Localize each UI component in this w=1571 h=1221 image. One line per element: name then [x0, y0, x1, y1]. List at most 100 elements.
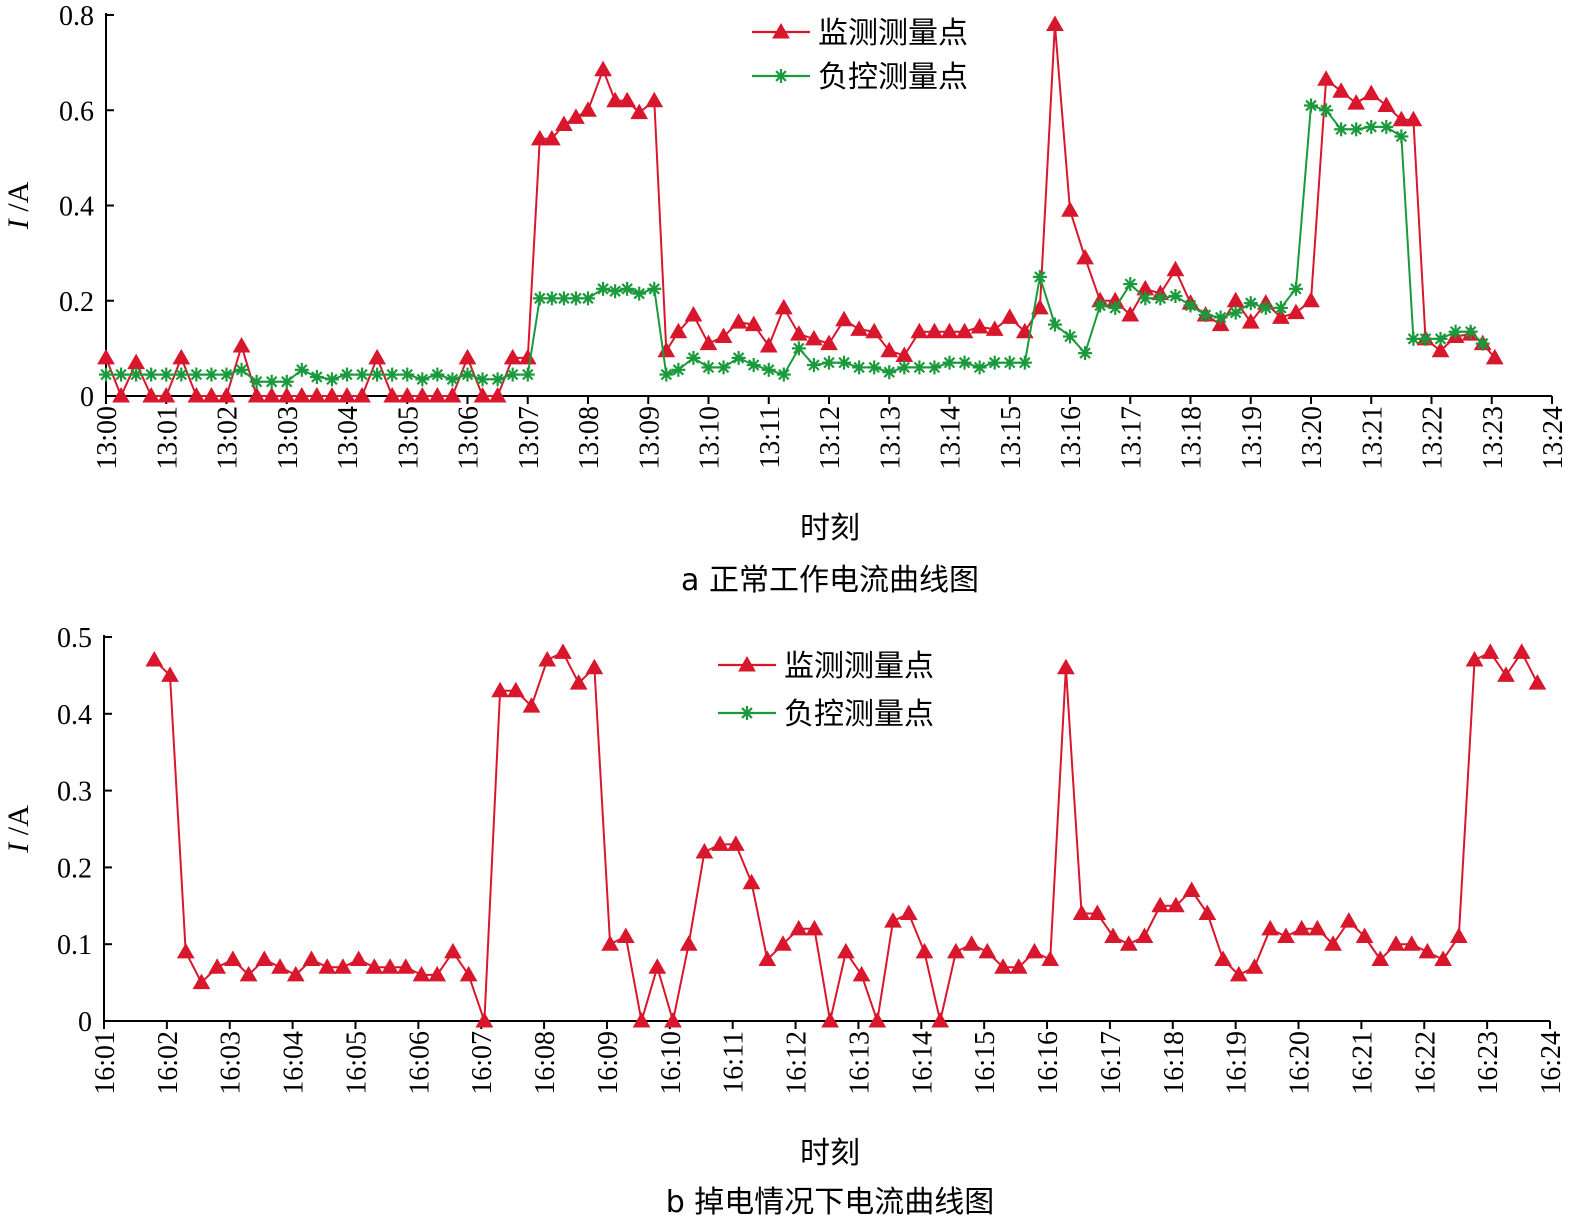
data-point-monitor-b [1229, 965, 1248, 982]
data-point-monitor-b [365, 958, 384, 974]
data-point-load-a [249, 374, 264, 389]
data-point-monitor-a [618, 91, 637, 108]
data-point-monitor-b [334, 958, 352, 974]
data-point-monitor-a [542, 129, 561, 146]
x-tick-label-a: 13:06 [454, 406, 485, 470]
data-point-monitor-b [726, 835, 745, 851]
series-group-a [97, 15, 1504, 403]
data-point-load-a [370, 367, 385, 382]
data-point-monitor-a [684, 306, 703, 322]
x-tick-label-a: 13:20 [1297, 406, 1328, 470]
data-point-monitor-a [277, 386, 296, 403]
data-point-load-a [1108, 300, 1123, 315]
data-point-monitor-b [1528, 674, 1547, 690]
data-point-monitor-b [585, 658, 604, 675]
x-tick-label-b: 16:02 [153, 1031, 184, 1095]
data-point-monitor-b [1261, 919, 1280, 936]
data-point-load-a [355, 367, 370, 382]
data-point-load-a [309, 369, 324, 384]
data-point-monitor-b [239, 965, 258, 982]
x-tick-label-a: 13:24 [1538, 406, 1569, 470]
data-point-load-a [174, 367, 189, 382]
data-point-load-a [596, 281, 611, 296]
caption-a: a 正常工作电流曲线图 [681, 563, 979, 598]
data-point-monitor-a [1061, 201, 1079, 217]
x-tick-label-b: 16:11 [719, 1031, 750, 1094]
data-point-load-a [987, 355, 1002, 370]
data-point-monitor-b [1025, 942, 1044, 959]
data-point-monitor-a [805, 329, 823, 346]
data-point-monitor-b [679, 935, 698, 951]
data-point-monitor-a [1485, 348, 1504, 365]
data-point-monitor-b [1277, 927, 1295, 944]
data-point-monitor-a [157, 386, 176, 403]
data-point-monitor-a [398, 386, 417, 403]
x-tick-label-a: 13:10 [695, 406, 726, 470]
data-point-monitor-b [569, 674, 588, 690]
y-tick-label-a: 0.8 [59, 1, 94, 32]
data-point-load-a [1168, 288, 1183, 303]
axes-b: 0 0.1 0.2 0.3 0.4 0.5 16:01 16:02 16:03 16:04 16:0… [2, 623, 1567, 1095]
y-tick-label-a: 0.4 [59, 192, 94, 223]
data-point-monitor-a [308, 386, 326, 403]
data-point-monitor-b [774, 935, 792, 951]
data-point-monitor-b [302, 950, 321, 967]
data-point-monitor-b [821, 1011, 840, 1028]
data-point-monitor-b [318, 958, 337, 974]
data-point-monitor-b [1481, 643, 1500, 659]
data-point-monitor-a [657, 341, 676, 358]
data-point-monitor-a [1332, 82, 1350, 98]
data-point-load-a [822, 355, 836, 370]
data-point-monitor-a [579, 101, 597, 117]
x-tick-label-b: 16:20 [1285, 1031, 1316, 1095]
data-point-monitor-b [1434, 950, 1452, 967]
x-tick-label-b: 16:10 [656, 1031, 687, 1095]
data-point-monitor-a [714, 327, 733, 343]
data-point-monitor-b [789, 919, 808, 936]
data-point-monitor-a [518, 348, 537, 365]
x-tick-label-a: 13:17 [1116, 406, 1147, 470]
legend-label-b: 负控测量点 [784, 697, 934, 732]
data-point-monitor-a [835, 310, 853, 327]
data-point-monitor-b [1512, 643, 1531, 659]
data-point-monitor-b [192, 973, 211, 990]
data-point-monitor-b [1135, 927, 1154, 944]
data-point-monitor-b [1198, 904, 1217, 920]
data-point-monitor-b [538, 651, 557, 667]
x-tick-label-a: 13:00 [92, 406, 123, 470]
data-point-load-a [1017, 355, 1032, 370]
data-point-monitor-b [1355, 927, 1374, 944]
data-point-monitor-a [880, 341, 899, 358]
data-point-load-a [1213, 310, 1228, 325]
data-point-monitor-b [758, 950, 777, 967]
data-point-monitor-b [1245, 958, 1264, 974]
data-point-monitor-a [1031, 298, 1049, 315]
data-point-load-a [234, 362, 249, 377]
data-point-monitor-b [742, 873, 761, 890]
data-point-load-a [490, 372, 505, 387]
data-point-monitor-b [836, 942, 855, 959]
data-point-load-a [659, 367, 674, 382]
data-point-monitor-b [899, 904, 918, 920]
x-tick-label-b: 16:06 [404, 1031, 435, 1095]
data-point-monitor-a [262, 386, 281, 403]
data-point-load-a [279, 374, 294, 389]
data-point-load-a [972, 360, 987, 375]
data-point-monitor-a [1000, 308, 1019, 324]
data-point-load-a [671, 362, 686, 377]
series-group-b [145, 643, 1547, 1028]
data-point-monitor-a [645, 91, 664, 108]
data-point-monitor-a [443, 386, 462, 403]
legend-marker-b [738, 655, 756, 672]
data-point-load-a [219, 367, 234, 382]
data-point-load-a [761, 362, 776, 377]
data-point-load-a [415, 372, 430, 387]
data-point-monitor-a [1302, 291, 1320, 308]
data-point-load-a [144, 367, 159, 382]
x-tick-label-b: 16:07 [467, 1031, 498, 1095]
data-point-monitor-a [503, 348, 522, 365]
data-point-load-a [1228, 305, 1243, 320]
